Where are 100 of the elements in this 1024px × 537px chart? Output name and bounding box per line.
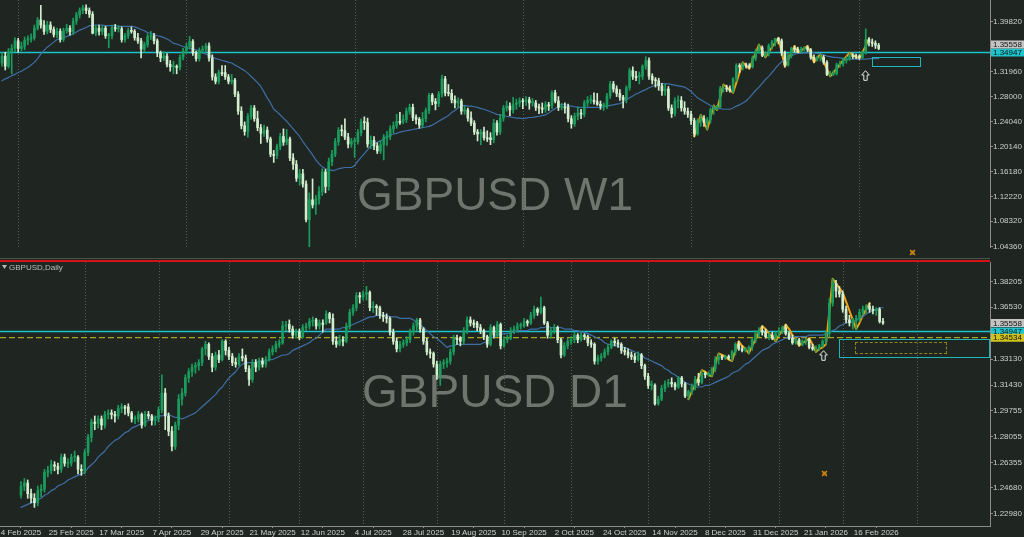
text: 1.35558 bbox=[993, 318, 1023, 328]
candlestick bbox=[499, 322, 502, 350]
candlestick bbox=[421, 112, 424, 128]
candlestick bbox=[133, 29, 136, 41]
candlestick bbox=[764, 328, 767, 339]
candlestick bbox=[324, 169, 327, 194]
candlestick bbox=[282, 128, 285, 146]
candlestick bbox=[707, 371, 710, 377]
candlestick bbox=[308, 318, 311, 330]
candlestick bbox=[724, 354, 727, 360]
candlestick bbox=[630, 351, 633, 360]
x-tick-label: 19 Aug 2025 bbox=[451, 528, 497, 537]
y-tick-label: 1.28055 bbox=[993, 431, 1023, 441]
y-tick-label: 1.33130 bbox=[993, 354, 1023, 364]
candlestick bbox=[137, 411, 140, 423]
candlestick bbox=[49, 21, 52, 33]
candlestick bbox=[526, 319, 529, 327]
candlestick bbox=[593, 342, 596, 365]
candlestick bbox=[251, 359, 254, 383]
x-tick-label: 17 Mar 2025 bbox=[99, 528, 145, 537]
candlestick bbox=[845, 56, 848, 64]
candlestick bbox=[194, 362, 197, 374]
candlestick bbox=[298, 169, 301, 186]
x-tick-label: 2 Oct 2025 bbox=[554, 528, 595, 537]
candlestick bbox=[459, 336, 462, 347]
x-tick-label: 31 Dec 2025 bbox=[752, 528, 799, 537]
candlestick bbox=[91, 11, 94, 35]
candlestick bbox=[612, 81, 615, 93]
candlestick bbox=[365, 286, 368, 301]
candlestick bbox=[677, 375, 680, 389]
candlestick bbox=[62, 27, 65, 42]
candlestick bbox=[20, 41, 23, 52]
candlestick bbox=[63, 453, 66, 467]
y-tick-label: 1.39820 bbox=[993, 16, 1023, 26]
candlestick bbox=[620, 342, 623, 354]
candlestick bbox=[613, 337, 616, 347]
candlestick bbox=[230, 74, 234, 85]
candlestick bbox=[703, 371, 707, 379]
candlestick bbox=[660, 385, 663, 402]
candlestick bbox=[696, 118, 699, 136]
candlestick bbox=[175, 64, 179, 75]
candlestick bbox=[214, 351, 217, 371]
x-tick-label: 28 Jul 2025 bbox=[402, 528, 445, 537]
candlestick bbox=[536, 307, 539, 316]
x-tick-label: 25 Feb 2025 bbox=[48, 528, 95, 537]
x-tick-label: 29 Apr 2025 bbox=[200, 528, 245, 537]
ref-line-label: 1.34947 bbox=[993, 48, 1023, 58]
candlestick bbox=[355, 292, 358, 312]
candlestick bbox=[666, 379, 670, 388]
x-tick-label: 12 Jun 2025 bbox=[300, 528, 346, 537]
y-tick-label: 1.36530 bbox=[993, 302, 1023, 312]
candlestick bbox=[680, 96, 683, 112]
candlestick bbox=[338, 334, 341, 347]
candlestick bbox=[395, 113, 398, 129]
candlestick bbox=[835, 62, 838, 76]
candlestick bbox=[188, 36, 191, 50]
y-tick-label: 1.24040 bbox=[993, 116, 1023, 126]
y-tick-label: 1.26355 bbox=[993, 457, 1023, 467]
x-tick-label: 8 Dec 2025 bbox=[704, 528, 747, 537]
candlestick bbox=[417, 117, 421, 129]
candlestick bbox=[868, 302, 871, 313]
candlestick bbox=[469, 316, 472, 327]
candlestick bbox=[261, 357, 264, 368]
candlestick bbox=[563, 342, 566, 357]
candlestick bbox=[371, 301, 375, 313]
candlestick bbox=[603, 348, 606, 359]
candlestick bbox=[851, 318, 855, 330]
candlestick bbox=[172, 60, 175, 75]
candlestick bbox=[589, 94, 593, 104]
y-tick-label: 1.08320 bbox=[993, 216, 1023, 226]
candlestick bbox=[318, 319, 321, 330]
candlestick bbox=[738, 63, 741, 73]
candlestick bbox=[110, 409, 113, 420]
candlestick bbox=[234, 357, 237, 368]
text: GBPUSD W1 bbox=[356, 168, 634, 221]
y-tick-label: 1.31430 bbox=[993, 380, 1023, 390]
y-tick-label: 1.12220 bbox=[993, 191, 1023, 201]
x-tick-label: 14 Nov 2025 bbox=[652, 528, 699, 537]
candlestick bbox=[402, 339, 405, 348]
candlestick bbox=[744, 347, 747, 353]
candlestick bbox=[198, 47, 201, 62]
y-tick-label: 1.29755 bbox=[993, 405, 1023, 415]
chart-subtitle: GBPUSD,Daily bbox=[9, 263, 63, 273]
y-tick-label: 1.24680 bbox=[993, 483, 1023, 493]
x-tick-label: 21 Jan 2026 bbox=[803, 528, 849, 537]
candlestick bbox=[113, 24, 117, 32]
candlestick bbox=[515, 98, 518, 110]
candlestick bbox=[489, 132, 492, 146]
x-tick-label: 16 Feb 2026 bbox=[853, 528, 900, 537]
candlestick bbox=[615, 85, 618, 97]
candlestick bbox=[560, 103, 563, 111]
candlestick bbox=[848, 52, 851, 61]
candlestick bbox=[104, 25, 107, 39]
candlestick bbox=[375, 304, 378, 316]
candlestick bbox=[573, 331, 576, 344]
candlestick bbox=[516, 322, 519, 333]
candlestick bbox=[654, 77, 657, 88]
candlestick bbox=[366, 117, 369, 148]
candlestick bbox=[285, 129, 289, 146]
candlestick bbox=[298, 328, 301, 341]
